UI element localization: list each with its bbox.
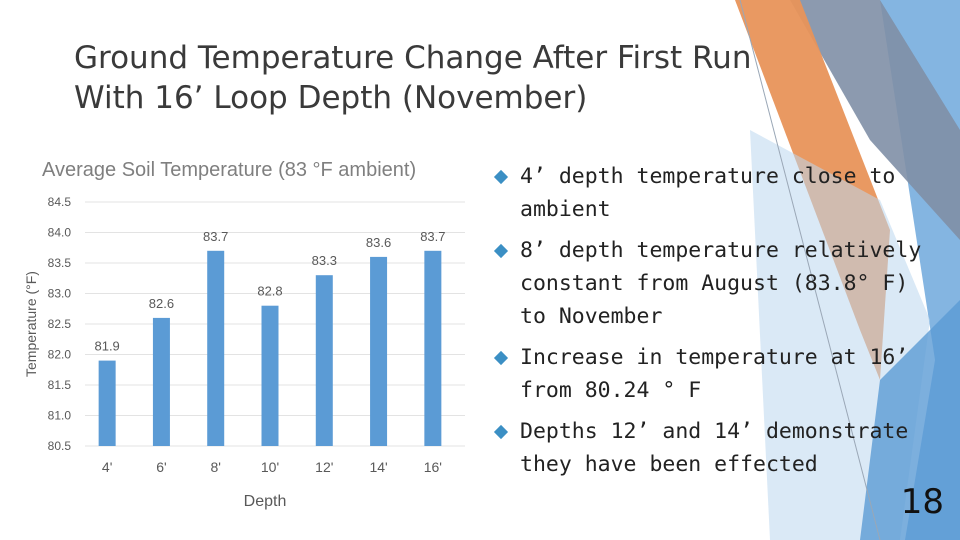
x-tick-label: 4' [102, 459, 112, 475]
x-tick-label: 12' [315, 459, 333, 475]
bullet-text: Depths 12’ and 14’ demonstrate they have… [520, 419, 909, 477]
y-tick-label: 81.5 [48, 378, 72, 392]
slide-number: 18 [900, 482, 944, 522]
y-tick-label: 80.5 [48, 439, 72, 453]
data-label: 83.3 [312, 253, 337, 268]
bullet-item: 4’ depth temperature close to ambient [493, 160, 934, 226]
data-label: 82.8 [257, 284, 282, 299]
x-tick-label: 8' [210, 459, 220, 475]
y-tick-label: 81.0 [48, 409, 72, 423]
data-label: 83.6 [366, 235, 391, 250]
x-tick-label: 10' [261, 459, 279, 475]
bar [98, 360, 116, 446]
bar [315, 275, 333, 446]
x-axis-label: Depth [244, 493, 287, 510]
data-label: 83.7 [420, 229, 445, 244]
x-tick-label: 6' [156, 459, 166, 475]
bullet-text: Increase in temperature at 16’ from 80.2… [520, 345, 909, 403]
chart-canvas: Average Soil Temperature (83 °F ambient)… [23, 159, 465, 510]
diamond-bullet-icon [493, 243, 509, 259]
y-tick-label: 84.5 [48, 195, 72, 209]
x-tick-label: 14' [369, 459, 387, 475]
bullet-item: 8’ depth temperature relatively constant… [493, 234, 934, 333]
x-tick-label: 16' [424, 459, 442, 475]
bar [207, 250, 225, 446]
bullet-item: Depths 12’ and 14’ demonstrate they have… [493, 415, 934, 481]
bullet-list: 4’ depth temperature close to ambient 8’… [493, 160, 934, 489]
slide-title: Ground Temperature Change After First Ru… [74, 40, 752, 116]
y-axis-label: Temperature (°F) [23, 271, 39, 377]
data-label: 83.7 [203, 229, 228, 244]
bar [424, 250, 442, 446]
diamond-bullet-icon [493, 169, 509, 185]
bullet-text: 8’ depth temperature relatively constant… [520, 238, 922, 329]
chart-title: Average Soil Temperature (83 °F ambient) [42, 159, 416, 181]
bar [370, 256, 388, 446]
bullet-item: Increase in temperature at 16’ from 80.2… [493, 341, 934, 407]
y-tick-label: 83.5 [48, 256, 72, 270]
y-tick-label: 84.0 [48, 226, 72, 240]
bar [152, 317, 170, 446]
diamond-bullet-icon [493, 424, 509, 440]
soil-temperature-chart: Average Soil Temperature (83 °F ambient)… [0, 150, 490, 530]
data-label: 82.6 [149, 296, 174, 311]
data-label: 81.9 [94, 339, 119, 354]
y-tick-label: 82.0 [48, 348, 72, 362]
y-tick-label: 83.0 [48, 287, 72, 301]
bar [261, 305, 279, 446]
diamond-bullet-icon [493, 350, 509, 366]
y-tick-label: 82.5 [48, 317, 72, 331]
bullet-text: 4’ depth temperature close to ambient [520, 164, 896, 222]
